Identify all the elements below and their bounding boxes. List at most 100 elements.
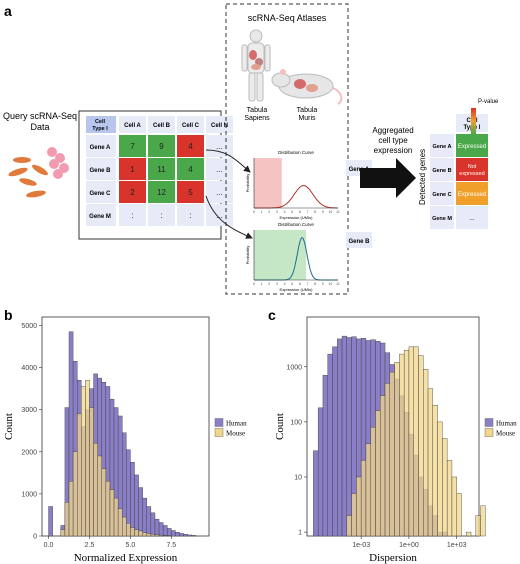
result-row-header bbox=[430, 182, 454, 205]
dist-gene-label: Gene B bbox=[348, 239, 370, 245]
histogram-bar-human bbox=[142, 497, 147, 537]
y-axis-label: Count bbox=[274, 413, 286, 440]
histogram-bar-mouse bbox=[138, 530, 143, 537]
panel-b: b 0.0 2.5 5.0 7.5 0 1000 2000 3000 4000 5000 Norma… bbox=[3, 307, 247, 564]
histogram-bar-human bbox=[126, 449, 131, 537]
histogram-bar-mouse bbox=[475, 515, 481, 537]
histogram-bar-human bbox=[191, 535, 197, 537]
matrix-cell bbox=[177, 181, 204, 203]
matrix-cell bbox=[177, 158, 204, 180]
matrix-row-label: Gene A bbox=[90, 145, 111, 151]
legend-swatch-human bbox=[484, 418, 494, 427]
dist-tick-label: 2 bbox=[268, 282, 270, 286]
dist-title: Distribution Curve bbox=[278, 150, 314, 155]
matrix-cell-value: 2 bbox=[130, 188, 135, 197]
result-row-header bbox=[430, 134, 454, 157]
distribution-curve-b: Distribution Curve Gene B Probability Expre… bbox=[245, 222, 372, 292]
dist-tick-label: 3 bbox=[276, 282, 278, 286]
matrix-cell bbox=[148, 135, 175, 157]
result-status-cell bbox=[456, 158, 488, 181]
y-tick-label: 10 bbox=[294, 474, 302, 481]
dist-tick-label: 1 bbox=[261, 210, 263, 214]
matrix-cell-value: : bbox=[160, 211, 162, 220]
atlas-title: scRNA-Seq Atlases bbox=[248, 13, 327, 23]
histogram-bar-mouse bbox=[446, 460, 453, 537]
dist-tick-label: 11 bbox=[336, 210, 340, 214]
y-tick-label: 1 bbox=[298, 530, 302, 537]
histogram-bar-mouse bbox=[150, 534, 156, 537]
matrix-cell-value: ... bbox=[216, 188, 223, 197]
histogram-bar-human bbox=[332, 346, 338, 537]
histogram-bar-human bbox=[138, 487, 143, 537]
dist-gene-box bbox=[346, 232, 372, 248]
matrix-cell bbox=[148, 181, 175, 203]
histogram-bar-mouse bbox=[399, 353, 405, 537]
dist-tick-label: 9 bbox=[322, 210, 324, 214]
histogram-bar-mouse bbox=[365, 443, 371, 537]
histogram-bar-mouse bbox=[389, 371, 395, 537]
matrix-cell bbox=[177, 204, 204, 226]
histogram-bar-mouse bbox=[356, 476, 362, 537]
y-tick-label: 4000 bbox=[21, 365, 37, 372]
y-tick-label: 1000 bbox=[286, 364, 302, 371]
aggregate-arrow bbox=[360, 158, 416, 198]
matrix-cell bbox=[148, 204, 175, 226]
atlas-human-line2: Sapiens bbox=[244, 115, 270, 122]
cells-illustration bbox=[8, 147, 69, 198]
histogram-bar-human bbox=[158, 522, 164, 537]
dist-tick-label: 7 bbox=[306, 282, 308, 286]
matrix-row-header bbox=[86, 158, 116, 180]
histogram-bar-mouse bbox=[466, 531, 472, 537]
histogram-bar-mouse bbox=[394, 362, 400, 537]
y-tick-label: 0 bbox=[33, 534, 37, 541]
x-tick-label: 7.5 bbox=[166, 542, 176, 549]
histogram-bar-human bbox=[175, 532, 180, 537]
histogram-bar-mouse bbox=[146, 533, 152, 537]
panel-a-label: a bbox=[4, 3, 12, 19]
human-illustration bbox=[241, 29, 271, 102]
result-gene-label: Gene A bbox=[432, 144, 451, 150]
histogram-bar-mouse bbox=[437, 421, 443, 537]
result-status-cell bbox=[456, 182, 488, 205]
dist-tick-label: 7 bbox=[306, 210, 308, 214]
histogram-bar-mouse bbox=[60, 529, 66, 537]
histogram-bar-mouse bbox=[403, 349, 410, 537]
histogram-bar-human bbox=[171, 530, 176, 537]
result-status-line2: expressed bbox=[459, 171, 484, 177]
aggregate-line2: cell type bbox=[378, 136, 408, 145]
matrix-column-label: Cell N bbox=[211, 123, 228, 129]
dist-tick-label: 1 bbox=[261, 282, 263, 286]
matrix-cell-value: : bbox=[131, 211, 133, 220]
histogram-bar-human bbox=[150, 512, 156, 537]
histogram-bar-mouse bbox=[480, 505, 486, 537]
matrix-row-header bbox=[86, 181, 116, 203]
query-title-line1: Query scRNA-Seq bbox=[3, 111, 77, 121]
result-status: Expressed bbox=[458, 144, 486, 150]
panel-c-label: c bbox=[268, 307, 276, 323]
y-tick-label: 100 bbox=[290, 419, 302, 426]
result-gene-label: Gene M bbox=[432, 216, 452, 222]
dist-threshold-region bbox=[254, 158, 282, 208]
dist-ylabel: Probability bbox=[245, 174, 250, 193]
atlas-mouse-line1: Tabula bbox=[297, 107, 318, 114]
pvalue-scale bbox=[471, 108, 476, 134]
histogram-bar-mouse bbox=[76, 413, 82, 537]
histogram-bar-mouse bbox=[117, 508, 123, 537]
histogram-bar-mouse bbox=[109, 489, 115, 537]
matrix-cell-value: ... bbox=[216, 142, 223, 151]
dist-xlabel: Expression (UMIs) bbox=[280, 215, 314, 220]
dist-tick-label: 5 bbox=[291, 210, 293, 214]
dist-tick-label: 9 bbox=[322, 282, 324, 286]
result-status: Expressed bbox=[458, 192, 486, 198]
matrix-row-header bbox=[86, 135, 116, 157]
histogram-bar-mouse bbox=[418, 355, 424, 537]
matrix-cell-value: 1 bbox=[130, 165, 135, 174]
matrix-column-header bbox=[119, 116, 146, 133]
x-tick-label: 1e-03 bbox=[352, 542, 370, 549]
atlas-human-line1: Tabula bbox=[247, 107, 268, 114]
matrix-cell bbox=[119, 135, 146, 157]
matrix-cell-value: 5 bbox=[188, 188, 193, 197]
histogram-bar-mouse bbox=[134, 529, 139, 537]
histogram-bar-mouse bbox=[375, 410, 381, 537]
